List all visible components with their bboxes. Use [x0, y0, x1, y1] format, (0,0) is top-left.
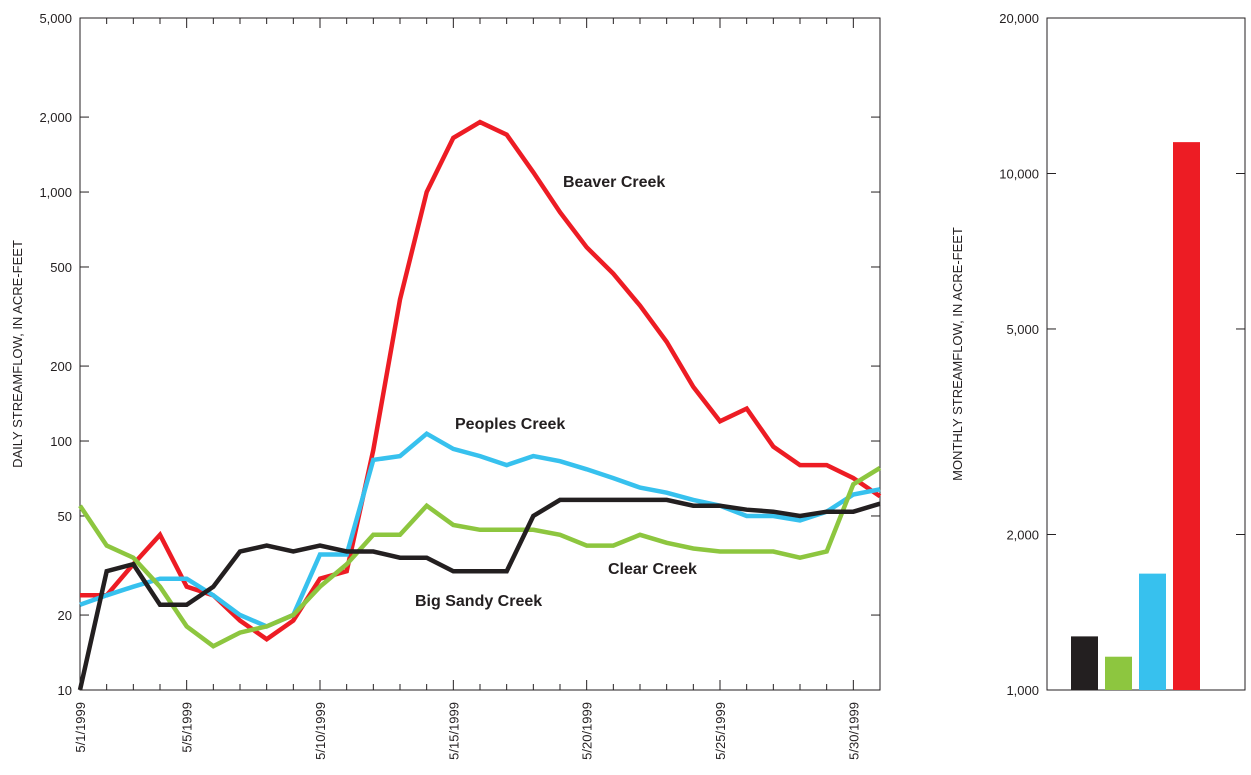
y-tick-label: 100	[50, 434, 72, 449]
x-tick-label: 5/10/1999	[313, 702, 328, 760]
y-tick-label: 20	[58, 608, 72, 623]
y-tick-label: 500	[50, 260, 72, 275]
bar	[1105, 656, 1132, 690]
x-tick-label: 5/5/1999	[180, 702, 195, 753]
y-tick-label: 10,000	[999, 166, 1039, 181]
bar	[1173, 142, 1200, 690]
y-tick-label: 2,000	[1006, 528, 1039, 543]
series-label: Big Sandy Creek	[415, 593, 542, 610]
y-tick-label: 1,000	[39, 185, 72, 200]
x-tick-label: 5/1/1999	[73, 702, 88, 753]
x-tick-label: 5/25/1999	[713, 702, 728, 760]
y-tick-label: 5,000	[39, 11, 72, 26]
x-tick-label: 5/30/1999	[846, 702, 861, 760]
series-label: Peoples Creek	[455, 416, 565, 433]
y-tick-label: 5,000	[1006, 322, 1039, 337]
series-line	[79, 430, 881, 629]
y-axis-label: DAILY STREAMFLOW, IN ACRE-FEET	[10, 240, 25, 468]
y-tick-label: 1,000	[1006, 683, 1039, 698]
series-label: Clear Creek	[608, 561, 697, 578]
y-tick-label: 10	[58, 683, 72, 698]
y-tick-label: 2,000	[39, 110, 72, 125]
bar	[1071, 636, 1098, 690]
x-tick-label: 5/15/1999	[446, 702, 461, 760]
y-tick-label: 20,000	[999, 11, 1039, 26]
series-line	[80, 119, 882, 642]
y-axis-label: MONTHLY STREAMFLOW, IN ACRE-FEET	[950, 227, 965, 481]
x-tick-label: 5/20/1999	[580, 702, 595, 760]
series-line	[78, 465, 882, 649]
bar	[1139, 573, 1166, 690]
y-tick-label: 200	[50, 359, 72, 374]
series-label: Beaver Creek	[563, 174, 665, 191]
y-tick-label: 50	[58, 509, 72, 524]
series-line	[77, 497, 881, 691]
